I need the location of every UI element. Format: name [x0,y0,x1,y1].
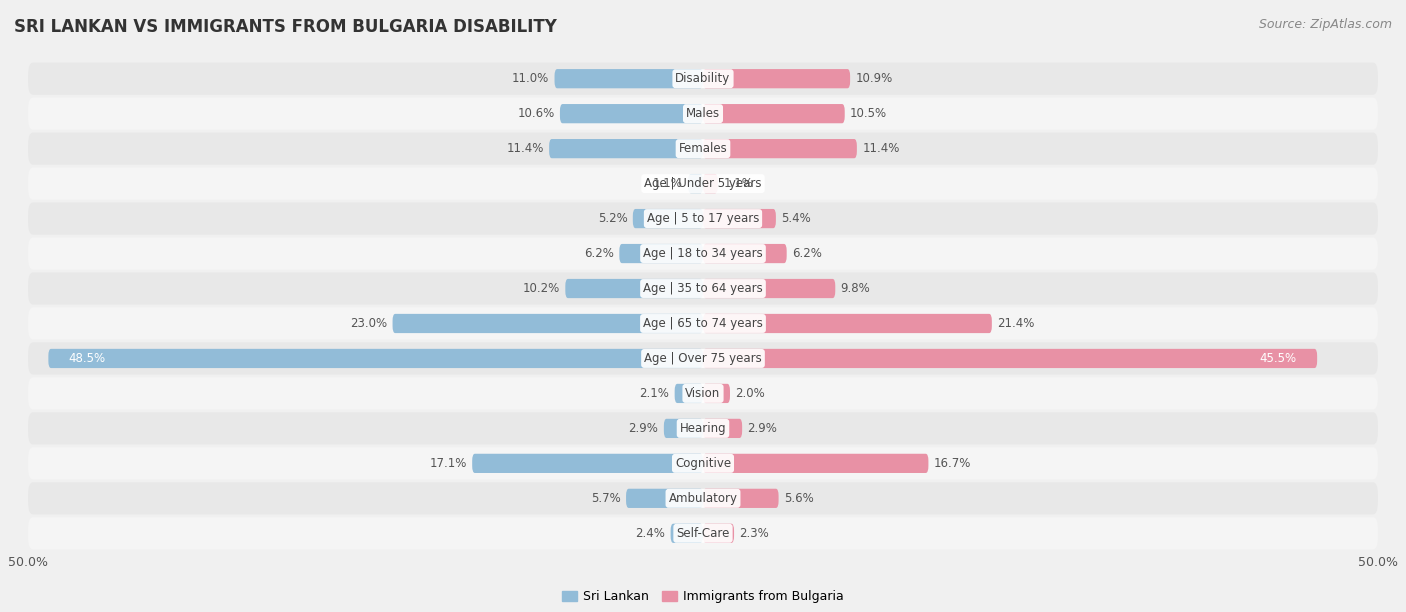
Text: 10.5%: 10.5% [851,107,887,120]
FancyBboxPatch shape [28,482,1378,515]
FancyBboxPatch shape [703,209,776,228]
Text: 5.4%: 5.4% [782,212,811,225]
FancyBboxPatch shape [28,62,1378,95]
Text: Age | 65 to 74 years: Age | 65 to 74 years [643,317,763,330]
Text: 48.5%: 48.5% [69,352,105,365]
FancyBboxPatch shape [664,419,703,438]
FancyBboxPatch shape [28,378,1378,409]
Legend: Sri Lankan, Immigrants from Bulgaria: Sri Lankan, Immigrants from Bulgaria [557,585,849,608]
FancyBboxPatch shape [619,244,703,263]
FancyBboxPatch shape [675,384,703,403]
FancyBboxPatch shape [28,203,1378,234]
FancyBboxPatch shape [28,97,1378,130]
Text: Vision: Vision [685,387,721,400]
Text: Age | 5 to 17 years: Age | 5 to 17 years [647,212,759,225]
Text: 2.4%: 2.4% [636,527,665,540]
FancyBboxPatch shape [554,69,703,88]
Text: 10.2%: 10.2% [523,282,560,295]
FancyBboxPatch shape [28,272,1378,305]
FancyBboxPatch shape [703,279,835,298]
FancyBboxPatch shape [703,524,734,543]
Text: 6.2%: 6.2% [792,247,823,260]
Text: Age | 18 to 34 years: Age | 18 to 34 years [643,247,763,260]
FancyBboxPatch shape [688,174,703,193]
FancyBboxPatch shape [392,314,703,333]
Text: 9.8%: 9.8% [841,282,870,295]
Text: 5.2%: 5.2% [598,212,627,225]
FancyBboxPatch shape [703,453,928,473]
Text: 2.9%: 2.9% [628,422,658,435]
Text: Source: ZipAtlas.com: Source: ZipAtlas.com [1258,18,1392,31]
Text: Age | Under 5 years: Age | Under 5 years [644,177,762,190]
Text: 17.1%: 17.1% [429,457,467,470]
FancyBboxPatch shape [703,349,1317,368]
FancyBboxPatch shape [703,384,730,403]
Text: 5.7%: 5.7% [591,492,620,505]
FancyBboxPatch shape [28,517,1378,550]
Text: 23.0%: 23.0% [350,317,387,330]
FancyBboxPatch shape [28,168,1378,200]
FancyBboxPatch shape [472,453,703,473]
FancyBboxPatch shape [703,69,851,88]
Text: Age | Over 75 years: Age | Over 75 years [644,352,762,365]
FancyBboxPatch shape [703,244,787,263]
Text: 11.0%: 11.0% [512,72,550,85]
Text: Females: Females [679,142,727,155]
FancyBboxPatch shape [703,139,856,159]
Text: 2.3%: 2.3% [740,527,769,540]
Text: Self-Care: Self-Care [676,527,730,540]
Text: Cognitive: Cognitive [675,457,731,470]
Text: Hearing: Hearing [679,422,727,435]
Text: Males: Males [686,107,720,120]
Text: 11.4%: 11.4% [506,142,544,155]
FancyBboxPatch shape [703,314,991,333]
Text: 11.4%: 11.4% [862,142,900,155]
Text: Disability: Disability [675,72,731,85]
FancyBboxPatch shape [28,412,1378,444]
Text: 2.9%: 2.9% [748,422,778,435]
Text: SRI LANKAN VS IMMIGRANTS FROM BULGARIA DISABILITY: SRI LANKAN VS IMMIGRANTS FROM BULGARIA D… [14,18,557,36]
Text: 16.7%: 16.7% [934,457,972,470]
FancyBboxPatch shape [28,342,1378,375]
FancyBboxPatch shape [28,237,1378,270]
FancyBboxPatch shape [560,104,703,123]
Text: 1.1%: 1.1% [723,177,754,190]
Text: 10.6%: 10.6% [517,107,554,120]
Text: 6.2%: 6.2% [583,247,614,260]
Text: 2.0%: 2.0% [735,387,765,400]
Text: 10.9%: 10.9% [855,72,893,85]
Text: 5.6%: 5.6% [785,492,814,505]
Text: 2.1%: 2.1% [640,387,669,400]
FancyBboxPatch shape [633,209,703,228]
Text: 1.1%: 1.1% [652,177,683,190]
FancyBboxPatch shape [28,447,1378,479]
FancyBboxPatch shape [565,279,703,298]
Text: 21.4%: 21.4% [997,317,1035,330]
Text: Age | 35 to 64 years: Age | 35 to 64 years [643,282,763,295]
FancyBboxPatch shape [626,489,703,508]
FancyBboxPatch shape [28,133,1378,165]
Text: 45.5%: 45.5% [1260,352,1296,365]
FancyBboxPatch shape [671,524,703,543]
Text: Ambulatory: Ambulatory [668,492,738,505]
FancyBboxPatch shape [48,349,703,368]
FancyBboxPatch shape [703,104,845,123]
FancyBboxPatch shape [28,307,1378,340]
FancyBboxPatch shape [703,174,718,193]
FancyBboxPatch shape [703,489,779,508]
FancyBboxPatch shape [703,419,742,438]
FancyBboxPatch shape [550,139,703,159]
